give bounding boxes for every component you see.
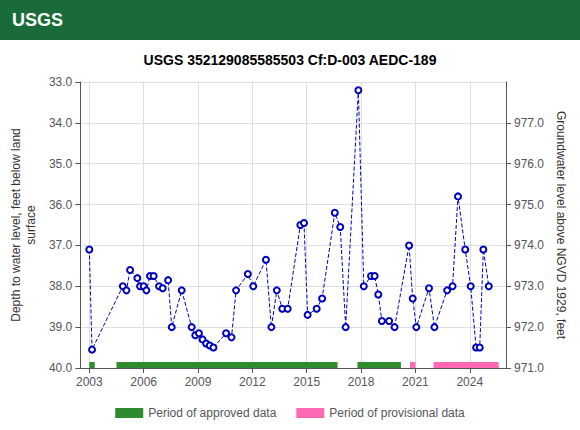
svg-text:2003: 2003 [76, 375, 103, 389]
svg-text:37.0: 37.0 [49, 238, 73, 252]
svg-text:2015: 2015 [293, 375, 320, 389]
svg-text:975.0: 975.0 [514, 198, 544, 212]
svg-text:2009: 2009 [185, 375, 212, 389]
svg-text:977.0: 977.0 [514, 116, 544, 130]
svg-text:971.0: 971.0 [514, 361, 544, 375]
svg-text:Period of provisional data: Period of provisional data [329, 406, 465, 420]
svg-text:2006: 2006 [130, 375, 157, 389]
svg-text:36.0: 36.0 [49, 198, 73, 212]
svg-text:38.0: 38.0 [49, 279, 73, 293]
svg-text:2012: 2012 [239, 375, 266, 389]
svg-text:39.0: 39.0 [49, 320, 73, 334]
svg-text:USGS: USGS [12, 10, 63, 30]
svg-text:Period of approved data: Period of approved data [148, 406, 276, 420]
svg-text:2021: 2021 [402, 375, 429, 389]
svg-text:Groundwater level above NGVD 1: Groundwater level above NGVD 1929, feet [554, 111, 568, 340]
svg-text:972.0: 972.0 [514, 320, 544, 334]
svg-text:USGS 352129085585503 Cf:D-003: USGS 352129085585503 Cf:D-003 AEDC-189 [144, 52, 437, 68]
svg-text:40.0: 40.0 [49, 361, 73, 375]
svg-text:2018: 2018 [348, 375, 375, 389]
svg-text:976.0: 976.0 [514, 157, 544, 171]
svg-text:33.0: 33.0 [49, 75, 73, 89]
svg-text:Depth to water level, feet bel: Depth to water level, feet below land [9, 128, 23, 321]
svg-text:974.0: 974.0 [514, 238, 544, 252]
svg-text:surface: surface [24, 205, 38, 245]
svg-text:34.0: 34.0 [49, 116, 73, 130]
svg-text:973.0: 973.0 [514, 279, 544, 293]
svg-text:2024: 2024 [456, 375, 483, 389]
svg-text:35.0: 35.0 [49, 157, 73, 171]
